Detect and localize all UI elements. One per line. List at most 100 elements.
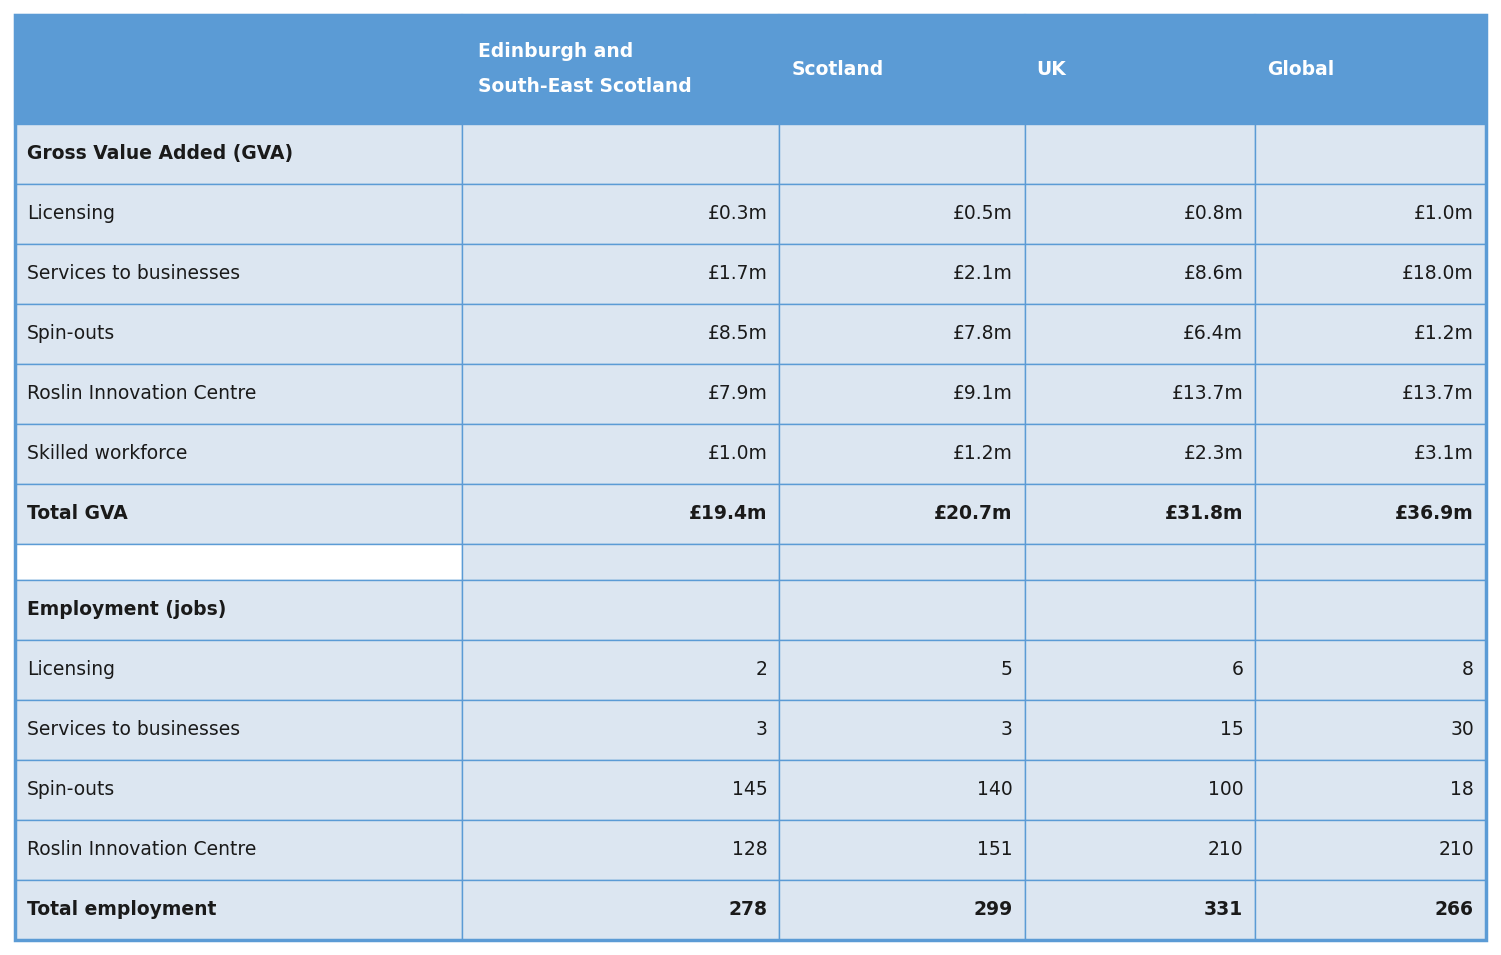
Bar xyxy=(15,424,462,484)
Text: £1.7m: £1.7m xyxy=(707,265,767,284)
Text: 151: 151 xyxy=(977,840,1013,860)
Text: 210: 210 xyxy=(1208,840,1243,860)
Text: 8: 8 xyxy=(1462,661,1474,679)
Text: £3.1m: £3.1m xyxy=(1414,444,1474,463)
Bar xyxy=(1255,364,1486,424)
Text: £6.4m: £6.4m xyxy=(1183,324,1243,343)
Text: 128: 128 xyxy=(731,840,767,860)
Bar xyxy=(15,123,462,183)
Text: 6: 6 xyxy=(1231,661,1243,679)
Text: £1.0m: £1.0m xyxy=(1414,204,1474,223)
Bar xyxy=(1025,304,1255,364)
Text: £9.1m: £9.1m xyxy=(953,384,1013,403)
Bar xyxy=(15,484,462,543)
Bar xyxy=(1255,880,1486,940)
Bar xyxy=(779,484,1025,543)
Text: South-East Scotland: South-East Scotland xyxy=(477,77,692,96)
Bar xyxy=(779,183,1025,244)
Bar xyxy=(1255,15,1486,123)
Text: Total employment: Total employment xyxy=(27,901,216,920)
Bar xyxy=(1025,183,1255,244)
Text: Services to businesses: Services to businesses xyxy=(27,265,240,284)
Bar xyxy=(1255,244,1486,304)
Text: Licensing: Licensing xyxy=(27,661,116,679)
Bar xyxy=(1255,820,1486,880)
Text: Spin-outs: Spin-outs xyxy=(27,324,116,343)
Text: 5: 5 xyxy=(1001,661,1013,679)
Bar xyxy=(1255,543,1486,580)
Bar xyxy=(1025,820,1255,880)
Text: 266: 266 xyxy=(1435,901,1474,920)
Text: 210: 210 xyxy=(1438,840,1474,860)
Bar xyxy=(779,880,1025,940)
Text: Roslin Innovation Centre: Roslin Innovation Centre xyxy=(27,840,257,860)
Bar xyxy=(462,304,779,364)
Text: £36.9m: £36.9m xyxy=(1396,504,1474,523)
Bar xyxy=(779,304,1025,364)
Text: £19.4m: £19.4m xyxy=(689,504,767,523)
Text: £8.6m: £8.6m xyxy=(1183,265,1243,284)
Bar xyxy=(1025,640,1255,700)
Bar xyxy=(1025,700,1255,760)
Text: 30: 30 xyxy=(1450,720,1474,739)
Text: £8.5m: £8.5m xyxy=(707,324,767,343)
Text: Licensing: Licensing xyxy=(27,204,116,223)
Bar xyxy=(15,640,462,700)
Bar xyxy=(779,760,1025,820)
Text: £7.9m: £7.9m xyxy=(707,384,767,403)
Bar xyxy=(15,580,462,640)
Text: £0.5m: £0.5m xyxy=(953,204,1013,223)
Bar xyxy=(1255,580,1486,640)
Bar xyxy=(779,15,1025,123)
Bar xyxy=(15,183,462,244)
Text: Gross Value Added (GVA): Gross Value Added (GVA) xyxy=(27,144,293,163)
Bar xyxy=(462,244,779,304)
Text: 145: 145 xyxy=(731,780,767,799)
Bar xyxy=(15,364,462,424)
Text: Scotland: Scotland xyxy=(791,60,884,79)
Text: £7.8m: £7.8m xyxy=(953,324,1013,343)
Bar xyxy=(779,244,1025,304)
Bar xyxy=(779,700,1025,760)
Bar xyxy=(1255,700,1486,760)
Bar xyxy=(779,364,1025,424)
Text: UK: UK xyxy=(1036,60,1066,79)
Bar xyxy=(1025,484,1255,543)
Text: Total GVA: Total GVA xyxy=(27,504,128,523)
Bar xyxy=(462,364,779,424)
Bar xyxy=(462,424,779,484)
Bar xyxy=(1255,304,1486,364)
Text: Employment (jobs): Employment (jobs) xyxy=(27,601,227,620)
Bar xyxy=(462,543,779,580)
Bar xyxy=(1025,244,1255,304)
Text: 18: 18 xyxy=(1450,780,1474,799)
Bar xyxy=(15,244,462,304)
Text: £13.7m: £13.7m xyxy=(1402,384,1474,403)
Bar xyxy=(1025,543,1255,580)
Bar xyxy=(1255,183,1486,244)
Bar xyxy=(1255,123,1486,183)
Text: £0.3m: £0.3m xyxy=(707,204,767,223)
Text: Global: Global xyxy=(1267,60,1334,79)
Bar xyxy=(779,820,1025,880)
Text: £1.0m: £1.0m xyxy=(707,444,767,463)
Bar xyxy=(1255,424,1486,484)
Bar xyxy=(779,424,1025,484)
Text: £1.2m: £1.2m xyxy=(953,444,1013,463)
Bar xyxy=(462,123,779,183)
Bar xyxy=(779,543,1025,580)
Bar xyxy=(1025,580,1255,640)
Text: £20.7m: £20.7m xyxy=(934,504,1013,523)
Bar xyxy=(779,123,1025,183)
Bar xyxy=(15,700,462,760)
Bar xyxy=(462,640,779,700)
Text: Roslin Innovation Centre: Roslin Innovation Centre xyxy=(27,384,257,403)
Text: £2.1m: £2.1m xyxy=(953,265,1013,284)
Bar xyxy=(15,760,462,820)
Text: 3: 3 xyxy=(755,720,767,739)
Bar xyxy=(462,183,779,244)
Bar xyxy=(1025,880,1255,940)
Text: £0.8m: £0.8m xyxy=(1183,204,1243,223)
Bar xyxy=(779,580,1025,640)
Text: 15: 15 xyxy=(1219,720,1243,739)
